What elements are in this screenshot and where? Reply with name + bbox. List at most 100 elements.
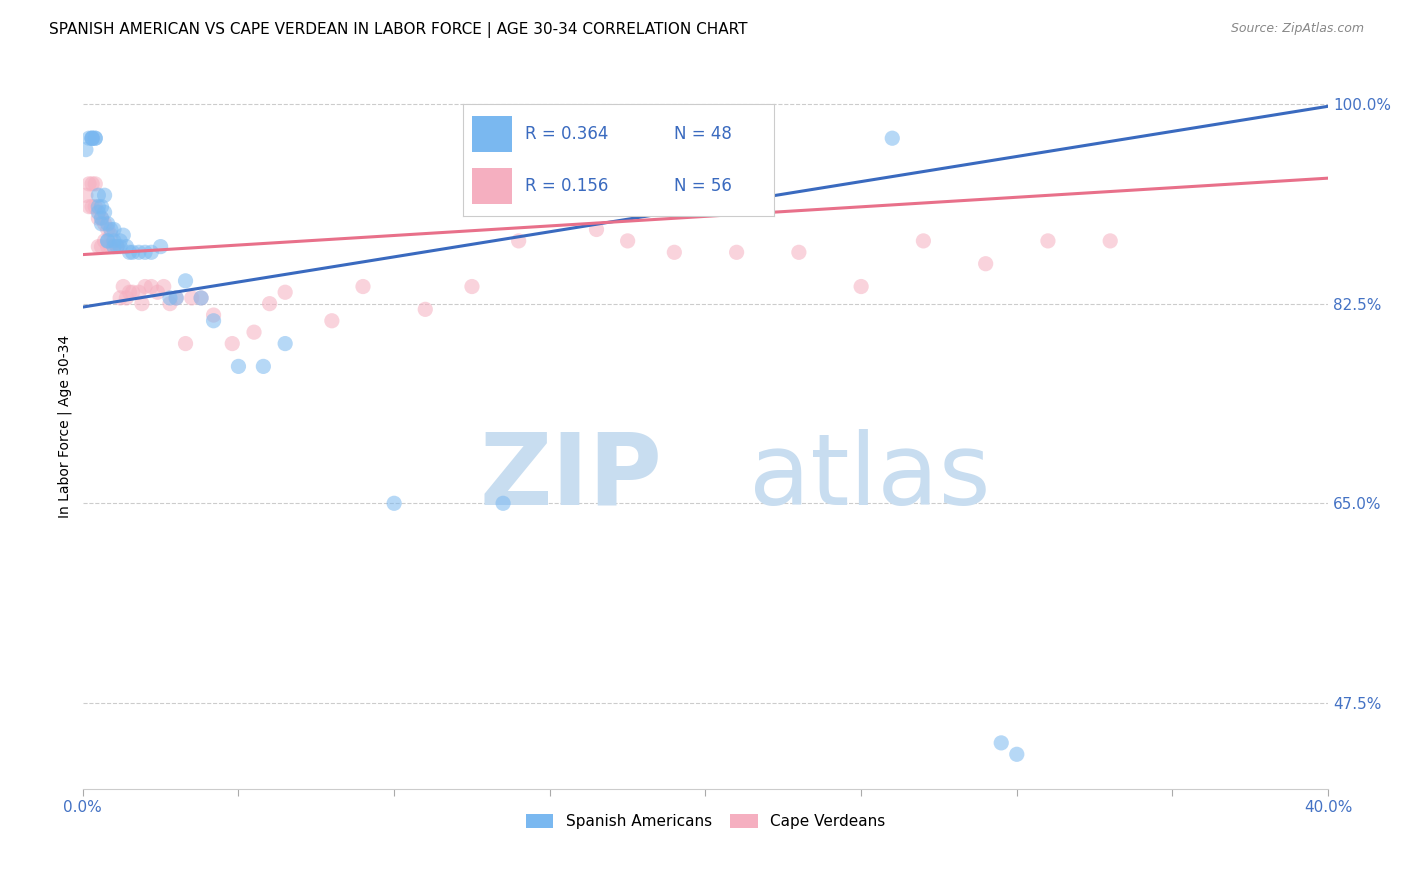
Point bbox=[93, 188, 115, 202]
Point bbox=[149, 239, 172, 253]
Point bbox=[97, 239, 120, 253]
Point bbox=[134, 279, 156, 293]
Point bbox=[87, 188, 110, 202]
Point bbox=[146, 285, 169, 300]
Point bbox=[100, 222, 122, 236]
Point bbox=[77, 131, 100, 145]
Point bbox=[882, 131, 904, 145]
Point bbox=[103, 239, 125, 253]
Point bbox=[97, 234, 120, 248]
Point bbox=[1005, 747, 1028, 762]
Point bbox=[165, 291, 187, 305]
Point bbox=[97, 222, 120, 236]
Point bbox=[174, 336, 197, 351]
Point bbox=[128, 285, 150, 300]
Point bbox=[141, 245, 163, 260]
Point bbox=[93, 234, 115, 248]
Point bbox=[616, 234, 638, 248]
Point bbox=[974, 257, 997, 271]
Point bbox=[105, 239, 128, 253]
Point bbox=[87, 205, 110, 219]
Point bbox=[165, 291, 187, 305]
Point bbox=[108, 239, 131, 253]
Point bbox=[115, 239, 138, 253]
Point bbox=[97, 217, 120, 231]
Point bbox=[82, 177, 104, 191]
Point bbox=[90, 217, 112, 231]
Point bbox=[664, 245, 686, 260]
Point bbox=[274, 285, 297, 300]
Point bbox=[108, 234, 131, 248]
Point bbox=[112, 279, 135, 293]
Point bbox=[121, 245, 143, 260]
Point bbox=[131, 296, 153, 310]
Point bbox=[112, 228, 135, 243]
Point bbox=[82, 200, 104, 214]
Point bbox=[725, 245, 748, 260]
Text: SPANISH AMERICAN VS CAPE VERDEAN IN LABOR FORCE | AGE 30-34 CORRELATION CHART: SPANISH AMERICAN VS CAPE VERDEAN IN LABO… bbox=[49, 22, 748, 38]
Point bbox=[787, 245, 810, 260]
Point bbox=[228, 359, 250, 374]
Point bbox=[90, 200, 112, 214]
Point bbox=[100, 239, 122, 253]
Point bbox=[87, 239, 110, 253]
Y-axis label: In Labor Force | Age 30-34: In Labor Force | Age 30-34 bbox=[58, 334, 72, 518]
Legend: Spanish Americans, Cape Verdeans: Spanish Americans, Cape Verdeans bbox=[520, 807, 891, 835]
Point bbox=[90, 211, 112, 225]
Text: ZIP: ZIP bbox=[479, 428, 662, 525]
Point bbox=[538, 131, 561, 145]
Text: atlas: atlas bbox=[749, 428, 991, 525]
Point bbox=[1099, 234, 1122, 248]
Point bbox=[252, 359, 274, 374]
Point bbox=[82, 131, 104, 145]
Point bbox=[77, 177, 100, 191]
Point bbox=[190, 291, 212, 305]
Point bbox=[118, 285, 141, 300]
Point bbox=[159, 296, 181, 310]
Point bbox=[75, 143, 97, 157]
Point bbox=[849, 279, 872, 293]
Point bbox=[82, 131, 104, 145]
Point bbox=[912, 234, 935, 248]
Point bbox=[90, 239, 112, 253]
Point bbox=[121, 285, 143, 300]
Point bbox=[87, 200, 110, 214]
Point bbox=[100, 228, 122, 243]
Point bbox=[413, 302, 436, 317]
Point bbox=[202, 308, 225, 322]
Point bbox=[84, 131, 107, 145]
Point bbox=[585, 131, 607, 145]
Point bbox=[77, 200, 100, 214]
Point bbox=[321, 314, 343, 328]
Point bbox=[84, 200, 107, 214]
Point bbox=[508, 234, 530, 248]
Point bbox=[259, 296, 281, 310]
Point bbox=[159, 291, 181, 305]
Point bbox=[84, 131, 107, 145]
Point bbox=[243, 325, 266, 339]
Point bbox=[180, 291, 202, 305]
Point bbox=[221, 336, 243, 351]
Point bbox=[84, 177, 107, 191]
Point bbox=[585, 222, 607, 236]
Point bbox=[115, 291, 138, 305]
Point bbox=[152, 279, 174, 293]
Point bbox=[134, 245, 156, 260]
Point bbox=[141, 279, 163, 293]
Point bbox=[174, 274, 197, 288]
Point bbox=[103, 239, 125, 253]
Point bbox=[93, 217, 115, 231]
Point bbox=[202, 314, 225, 328]
Point bbox=[190, 291, 212, 305]
Point bbox=[103, 222, 125, 236]
Point bbox=[103, 234, 125, 248]
Point bbox=[382, 496, 405, 510]
Point bbox=[274, 336, 297, 351]
Point bbox=[990, 736, 1012, 750]
Point bbox=[90, 211, 112, 225]
Point bbox=[93, 205, 115, 219]
Point bbox=[461, 279, 484, 293]
Text: Source: ZipAtlas.com: Source: ZipAtlas.com bbox=[1230, 22, 1364, 36]
Point bbox=[97, 234, 120, 248]
Point bbox=[75, 188, 97, 202]
